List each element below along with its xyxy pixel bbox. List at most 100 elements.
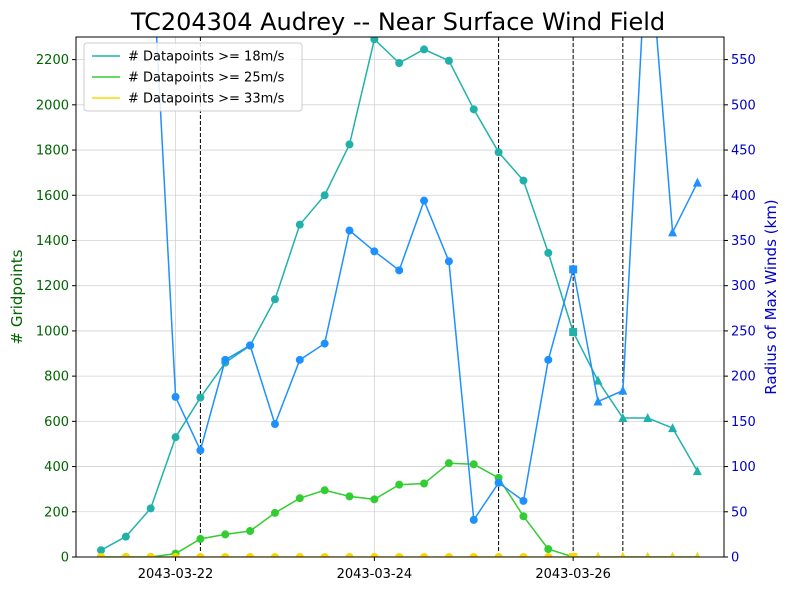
- data-point: [444, 459, 453, 468]
- data-point: [618, 385, 628, 395]
- y-tick-label-right: 300: [731, 279, 756, 294]
- y-tick-label-left: 1400: [36, 234, 69, 249]
- vertical-markers: [199, 37, 624, 557]
- y-tick-label-right: 250: [731, 324, 756, 339]
- data-point: [569, 553, 578, 557]
- data-point: [295, 355, 304, 364]
- data-point: [246, 553, 255, 557]
- data-point: [593, 396, 603, 406]
- data-point: [643, 412, 653, 422]
- data-point: [270, 295, 279, 304]
- data-point: [196, 534, 205, 543]
- data-point: [121, 532, 130, 541]
- data-point: [370, 37, 379, 44]
- plot-area: [97, 37, 702, 557]
- y-tick-label-left: 0: [61, 551, 69, 566]
- y-tick-label-left: 600: [44, 415, 69, 430]
- y-axis-left: 0 200 400 600 800 1000 1200 1400 1600 1800 2000 220…: [36, 53, 76, 566]
- x-tick-label: 2043-03-26: [535, 567, 611, 582]
- data-point: [370, 495, 379, 504]
- data-point: [593, 375, 603, 385]
- y-tick-label-right: 100: [731, 460, 756, 475]
- data-point: [420, 553, 429, 557]
- data-point: [370, 553, 379, 557]
- data-point: [221, 355, 230, 364]
- legend: # Datapoints >= 18m/s # Datapoints >= 25m…: [83, 42, 303, 112]
- data-point: [320, 553, 329, 557]
- y-tick-label-right: 50: [731, 505, 748, 520]
- data-point: [320, 486, 329, 495]
- data-point: [196, 553, 205, 557]
- data-point: [121, 553, 130, 557]
- data-point: [171, 392, 180, 401]
- data-point: [494, 553, 503, 557]
- data-point: [645, 552, 651, 557]
- series-s33: [97, 552, 700, 557]
- legend-entry: # Datapoints >= 18m/s: [128, 50, 285, 65]
- data-point: [668, 423, 678, 433]
- data-point: [569, 328, 578, 337]
- y-tick-label-right: 200: [731, 370, 756, 385]
- data-point: [395, 59, 404, 67]
- data-point: [146, 553, 155, 557]
- data-point: [444, 257, 453, 266]
- series-line: [101, 462, 698, 557]
- y-tick-label-left: 1000: [36, 324, 69, 339]
- data-point: [295, 494, 304, 503]
- legend-entry: # Datapoints >= 25m/s: [128, 71, 285, 86]
- y-tick-label-right: 500: [731, 98, 756, 113]
- data-point: [444, 553, 453, 557]
- series-s18: [97, 37, 702, 555]
- data-point: [97, 546, 105, 555]
- data-point: [270, 508, 279, 517]
- data-point: [345, 226, 354, 235]
- data-point: [519, 176, 528, 185]
- data-point: [196, 446, 205, 455]
- data-point: [395, 480, 404, 489]
- y-tick-label-right: 150: [731, 415, 756, 430]
- data-point: [420, 196, 429, 205]
- y-tick-label-right: 450: [731, 144, 756, 159]
- y-tick-label-left: 1600: [36, 189, 69, 204]
- data-point: [395, 553, 404, 557]
- data-point: [519, 496, 528, 505]
- data-point: [544, 553, 553, 557]
- y-axis-left-label: # Gridpoints: [8, 249, 26, 344]
- data-point: [595, 552, 601, 557]
- data-point: [519, 553, 528, 557]
- y-tick-label-left: 1800: [36, 144, 69, 159]
- data-point: [544, 355, 553, 364]
- data-point: [694, 552, 700, 557]
- data-point: [270, 420, 279, 429]
- y-tick-label-left: 400: [44, 460, 69, 475]
- x-tick-label: 2043-03-22: [138, 567, 214, 582]
- data-point: [670, 552, 676, 557]
- data-point: [395, 266, 404, 275]
- series-s25: [97, 459, 700, 557]
- y-tick-label-left: 2200: [36, 53, 69, 68]
- data-point: [146, 504, 155, 513]
- data-point: [692, 177, 702, 187]
- series-rmw: [155, 37, 702, 524]
- data-point: [494, 478, 503, 487]
- data-point: [246, 527, 255, 535]
- x-tick-label: 2043-03-24: [337, 567, 413, 582]
- data-point: [544, 545, 553, 554]
- data-point: [519, 512, 528, 521]
- grid: [76, 37, 724, 558]
- y-tick-label-left: 800: [44, 370, 69, 385]
- data-point: [171, 433, 180, 442]
- data-point: [544, 248, 553, 257]
- legend-box: [83, 42, 303, 112]
- data-point: [196, 393, 205, 402]
- data-point: [97, 553, 105, 557]
- data-point: [494, 148, 503, 157]
- data-point: [221, 553, 230, 557]
- y-tick-label-right: 350: [731, 234, 756, 249]
- y-tick-label-right: 400: [731, 189, 756, 204]
- data-point: [246, 341, 255, 350]
- series-line: [100, 37, 699, 551]
- y-tick-label-left: 2000: [36, 98, 69, 113]
- y-tick-label-left: 200: [44, 505, 69, 520]
- plot-frame: [75, 36, 725, 558]
